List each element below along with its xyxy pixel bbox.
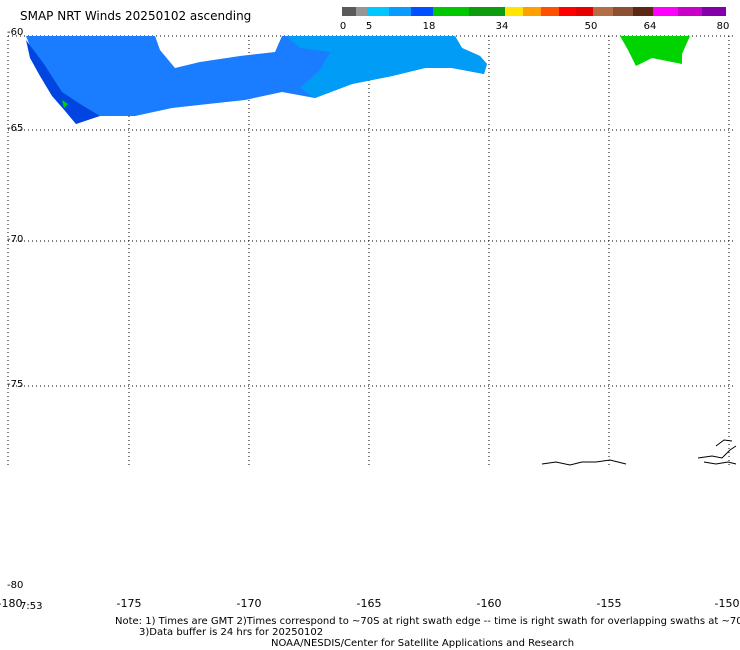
colorbar-tick-5: 5 xyxy=(365,21,373,32)
lon-label-170: -170 xyxy=(236,597,262,610)
colorbar-tick-50: 50 xyxy=(584,21,598,32)
credit-line: NOAA/NESDIS/Center for Satellite Applica… xyxy=(271,638,575,649)
colorbar-tick-18: 18 xyxy=(422,21,436,32)
map-title: SMAP NRT Winds 20250102 ascending xyxy=(20,9,252,23)
colorbar-segment xyxy=(433,7,469,16)
lon-label-180: -180 xyxy=(0,597,23,610)
lat-label-65: -65 xyxy=(7,123,24,134)
colorbar-segment xyxy=(678,7,702,16)
colorbar-tick-64: 64 xyxy=(643,21,657,32)
lat-label-60: -60 xyxy=(7,27,24,38)
colorbar-segment xyxy=(541,7,559,16)
lat-label-75: -75 xyxy=(7,379,24,390)
colorbar-segment xyxy=(356,7,367,16)
lon-label-155: -155 xyxy=(596,597,622,610)
lon-label-150: -150 xyxy=(714,597,740,610)
note-line-1: Note: 1) Times are GMT 2)Times correspon… xyxy=(115,616,740,627)
colorbar-segment xyxy=(523,7,541,16)
colorbar-tick-34: 34 xyxy=(495,21,509,32)
swath-time-label: 7:53 xyxy=(20,601,43,612)
colorbar-tick-80: 80 xyxy=(716,21,730,32)
colorbar-tick-0: 0 xyxy=(339,21,347,32)
colorbar-segment xyxy=(613,7,633,16)
lat-label-70: -70 xyxy=(7,234,24,245)
colorbar-segment xyxy=(633,7,653,16)
colorbar-segment xyxy=(411,7,433,16)
lon-label-175: -175 xyxy=(116,597,142,610)
note-line-2: 3)Data buffer is 24 hrs for 20250102 xyxy=(139,627,324,638)
colorbar-segment xyxy=(702,7,726,16)
colorbar-segment xyxy=(389,7,411,16)
lon-label-160: -160 xyxy=(476,597,502,610)
colorbar-segment xyxy=(576,7,593,16)
colorbar-segment xyxy=(559,7,576,16)
colorbar-segment xyxy=(653,7,678,16)
lon-label-165: -165 xyxy=(356,597,382,610)
lat-label-80: -80 xyxy=(7,580,24,591)
colorbar-segment xyxy=(505,7,523,16)
colorbar-segment xyxy=(469,7,505,16)
coastline xyxy=(541,439,737,466)
colorbar-segment xyxy=(593,7,613,16)
colorbar-segment xyxy=(367,7,389,16)
colorbar-segment xyxy=(342,7,356,16)
wind-swath xyxy=(26,36,690,124)
